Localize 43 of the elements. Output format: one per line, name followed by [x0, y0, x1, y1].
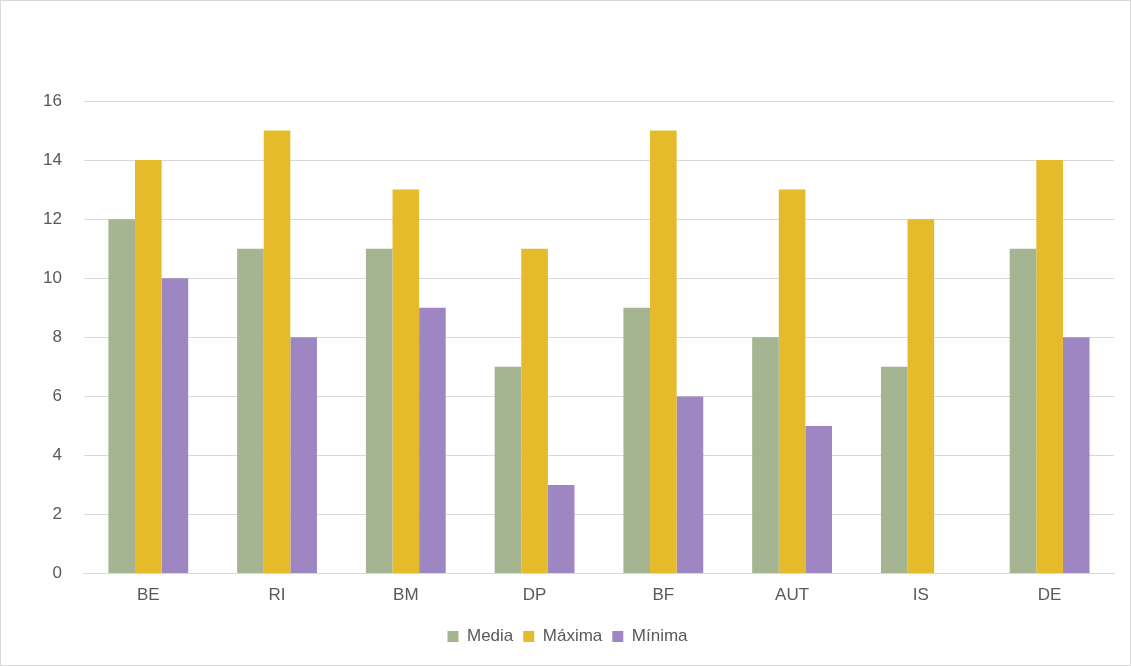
- bar: [1009, 248, 1037, 574]
- bar: [880, 366, 908, 574]
- x-tick-label: BM: [393, 585, 419, 605]
- legend-label: Máxima: [542, 626, 603, 646]
- bar: [237, 248, 264, 574]
- x-tick-label: DE: [1037, 585, 1062, 605]
- x-tick-label: BE: [136, 585, 160, 605]
- bar: [494, 366, 522, 574]
- x-tick-label: IS: [912, 585, 929, 605]
- x-tick-label: AUT: [775, 585, 810, 605]
- y-tick-label: 4: [52, 445, 62, 465]
- bar: [161, 278, 189, 574]
- y-tick-label: 8: [52, 326, 62, 346]
- bar: [623, 307, 651, 574]
- legend-label: Media: [466, 626, 514, 646]
- bar: [290, 337, 317, 574]
- bar: [365, 248, 393, 574]
- bar: [108, 219, 135, 574]
- bar: [392, 189, 420, 574]
- y-tick-label: 2: [52, 504, 62, 524]
- bar: [1062, 337, 1090, 574]
- bar: [805, 425, 833, 574]
- bar: [752, 337, 779, 574]
- bar: [547, 484, 575, 574]
- y-tick-label: 0: [52, 563, 62, 583]
- legend-label: Mínima: [631, 626, 689, 646]
- y-tick-label: 6: [52, 386, 62, 406]
- bar: [650, 130, 677, 574]
- bar: [521, 248, 548, 574]
- y-tick-label: 12: [42, 208, 62, 228]
- y-tick-label: 16: [42, 90, 62, 110]
- y-tick-label: 14: [42, 149, 62, 169]
- x-tick-label: RI: [268, 585, 286, 605]
- bar: [134, 160, 162, 574]
- bar: [907, 219, 935, 574]
- bar: [263, 130, 291, 574]
- bar: [778, 189, 806, 574]
- bar: [419, 307, 446, 574]
- bar: [1036, 160, 1063, 574]
- y-tick-label: 10: [42, 267, 62, 287]
- bar: [676, 396, 704, 574]
- x-tick-label: BF: [652, 585, 675, 605]
- x-tick-label: DP: [522, 585, 547, 605]
